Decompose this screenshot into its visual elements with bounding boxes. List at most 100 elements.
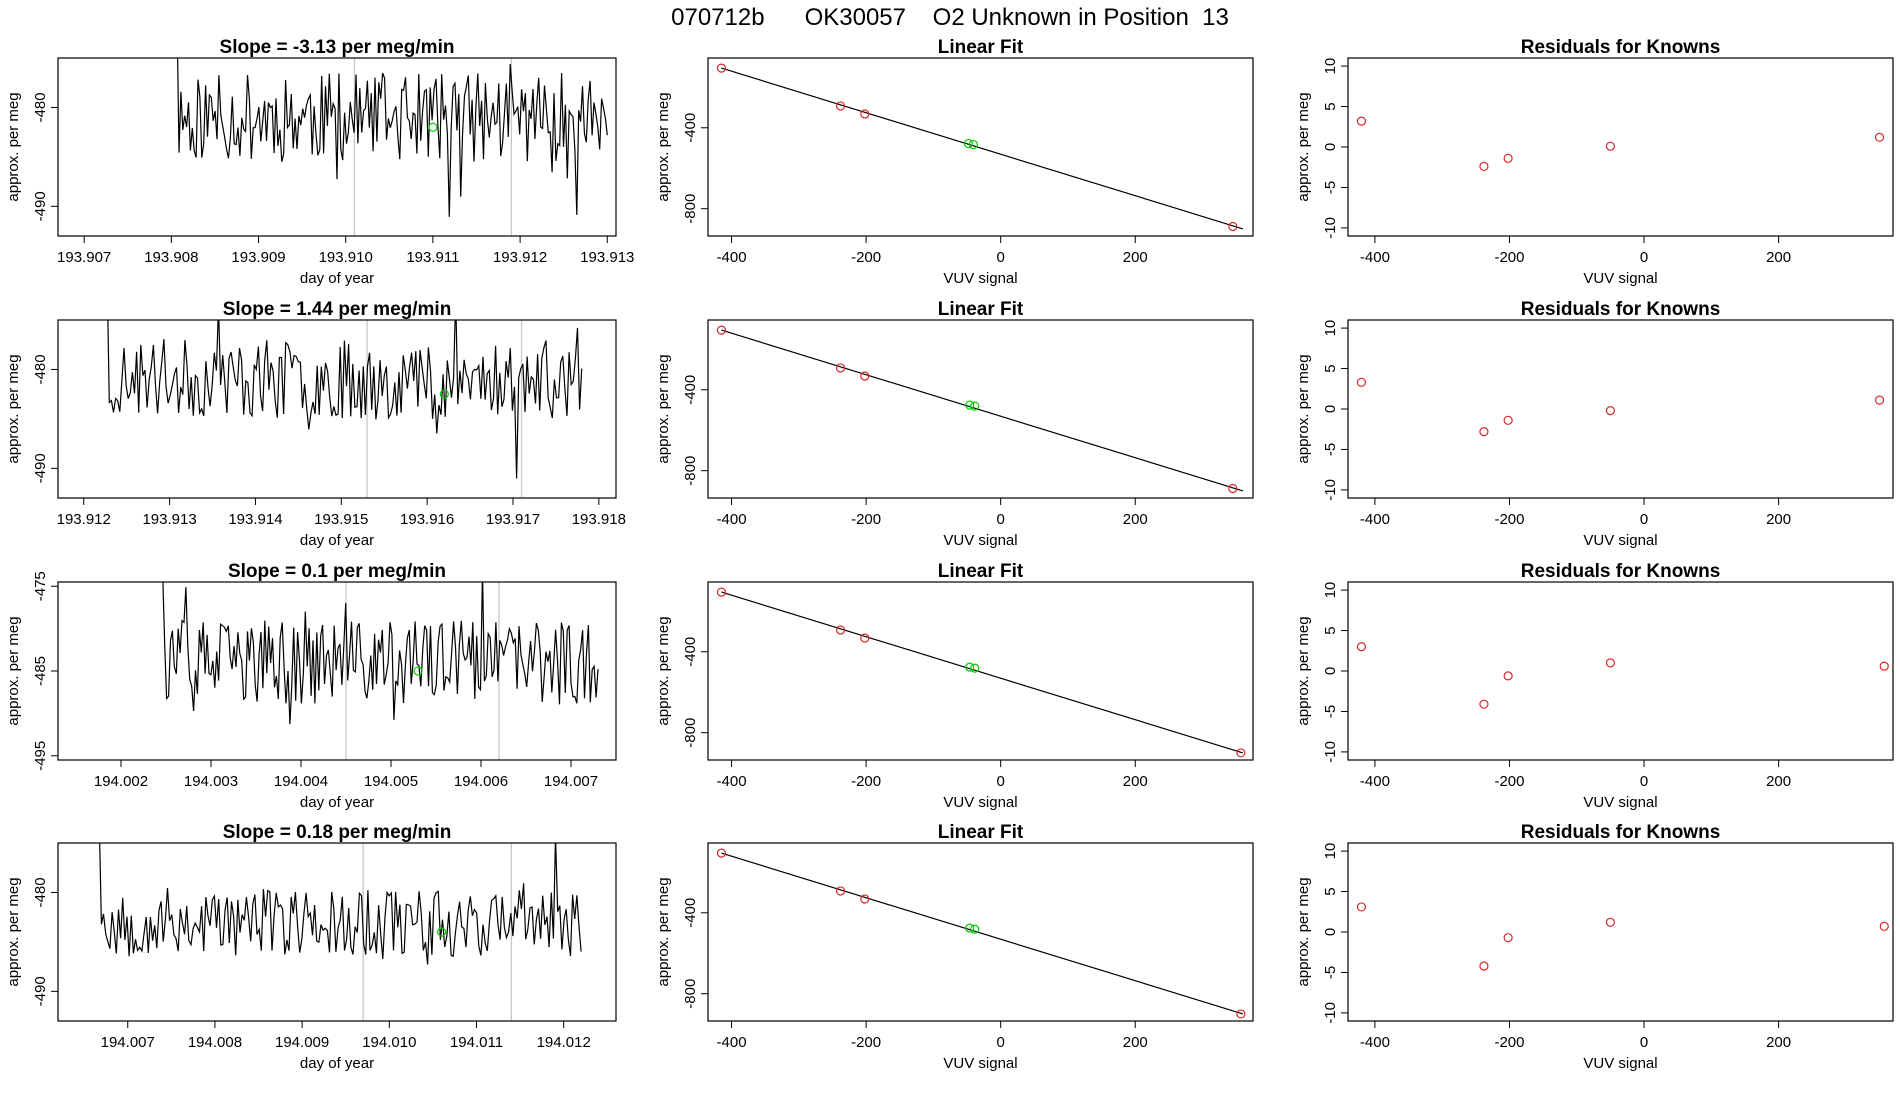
x-axis-label: day of year: [300, 794, 374, 811]
plot-data: [716, 587, 1246, 758]
y-tick-label: -5: [1322, 443, 1339, 456]
x-axis-label: day of year: [300, 532, 374, 549]
plot-data: [177, 58, 608, 236]
y-tick-label: 0: [1322, 405, 1339, 413]
x-tick-label: 193.914: [228, 511, 282, 528]
panel-4: Slope = 1.44 per meg/min day of year appro…: [5, 299, 626, 549]
y-axis-label: approx. per meg: [655, 354, 672, 463]
plot-data: [1356, 116, 1885, 172]
known-point: [1874, 395, 1885, 405]
x-tick-label: 0: [997, 773, 1005, 790]
figure-title: 070712b OK30057 O2 Unknown in Position 1…: [671, 4, 1229, 31]
unknown-point: [970, 401, 980, 411]
plot-data: [716, 325, 1244, 494]
known-point: [1228, 221, 1238, 232]
x-tick-label: -400: [1360, 511, 1390, 528]
plot-frame: [57, 57, 617, 237]
x-tick-label: -200: [851, 249, 881, 266]
y-tick-label: -490: [32, 191, 49, 221]
x-tick-label: 0: [997, 249, 1005, 266]
x-tick-label: -400: [717, 511, 747, 528]
fit-line: [721, 329, 1244, 492]
x-tick-label: 0: [1640, 773, 1648, 790]
series-line: [162, 582, 599, 725]
x-tick-label: 194.006: [454, 773, 508, 790]
x-tick-label: 194.003: [184, 773, 238, 790]
y-axis-label: approx. per meg: [5, 92, 22, 201]
plot-frame: [1347, 57, 1894, 237]
y-axis-label: approx. per meg: [5, 877, 22, 986]
y-axis-label: approx. per meg: [655, 877, 672, 986]
panel-title: Linear Fit: [938, 299, 1024, 320]
panel-7: Slope = 0.1 per meg/min day of year approx…: [5, 561, 617, 811]
x-tick-label: 200: [1123, 511, 1148, 528]
x-tick-label: -400: [717, 773, 747, 790]
y-tick-label: 10: [1322, 843, 1339, 860]
unknown-point: [963, 138, 973, 149]
plot-frame: [57, 842, 617, 1022]
x-tick-label: -200: [1494, 249, 1524, 266]
panel-title: Slope = 0.18 per meg/min: [223, 822, 452, 843]
y-tick-label: -800: [682, 456, 699, 486]
panel-9: Residuals for Knowns VUV signal approx. pe…: [1295, 561, 1894, 811]
known-point: [716, 325, 727, 335]
panel-title: Slope = 0.1 per meg/min: [228, 561, 446, 582]
panel-title: Slope = 1.44 per meg/min: [223, 299, 452, 320]
known-point: [860, 894, 870, 904]
known-point: [1236, 1009, 1246, 1019]
y-axis-label: approx. per meg: [655, 616, 672, 725]
unknown-marker: [439, 389, 449, 399]
y-tick-label: -480: [32, 354, 49, 384]
x-tick-label: 193.912: [57, 511, 111, 528]
y-tick-label: -5: [1322, 966, 1339, 979]
x-tick-label: 193.908: [144, 249, 198, 266]
y-axis-label: approx. per meg: [1295, 877, 1312, 986]
y-tick-label: -490: [32, 976, 49, 1006]
x-tick-label: 193.913: [580, 249, 634, 266]
x-tick-label: -200: [1494, 773, 1524, 790]
x-tick-label: 0: [997, 511, 1005, 528]
known-point: [1605, 658, 1616, 668]
series-line: [99, 843, 582, 965]
x-tick-label: -200: [1494, 511, 1524, 528]
fit-line: [721, 67, 1244, 230]
y-tick-label: 5: [1322, 364, 1339, 372]
x-axis-label: VUV signal: [1583, 270, 1657, 287]
x-tick-label: 0: [1640, 1034, 1648, 1051]
unknown-point: [970, 663, 980, 673]
plot-data: [716, 63, 1244, 232]
panel-3: Residuals for Knowns VUV signal approx. pe…: [1295, 37, 1894, 287]
plot-frame: [707, 581, 1254, 761]
y-axis-label: approx. per meg: [655, 92, 672, 201]
known-point: [1879, 661, 1889, 671]
unknown-point: [965, 662, 975, 672]
panel-2: Linear Fit VUV signal approx. per meg -400 -…: [655, 37, 1254, 287]
y-axis-label: approx. per meg: [1295, 354, 1312, 463]
known-point: [1503, 671, 1513, 681]
x-tick-label: 193.918: [572, 511, 626, 528]
panel-title: Residuals for Knowns: [1521, 561, 1721, 582]
y-tick-label: -485: [32, 656, 49, 686]
plot-frame: [707, 319, 1254, 499]
x-axis-label: VUV signal: [1583, 532, 1657, 549]
x-tick-label: 193.909: [231, 249, 285, 266]
x-tick-label: 194.010: [362, 1034, 416, 1051]
y-tick-label: -10: [1322, 217, 1339, 239]
x-axis-label: day of year: [300, 1055, 374, 1072]
x-tick-label: 193.911: [406, 249, 459, 266]
y-tick-label: 0: [1322, 143, 1339, 151]
unknown-point: [968, 139, 978, 150]
known-point: [1605, 141, 1616, 151]
known-point: [1479, 427, 1489, 437]
known-point: [860, 109, 870, 119]
known-point: [1605, 406, 1616, 416]
y-tick-label: -800: [682, 979, 699, 1009]
x-axis-label: day of year: [300, 270, 374, 287]
x-tick-label: 0: [1640, 249, 1648, 266]
known-point: [835, 101, 846, 111]
y-tick-label: 10: [1322, 320, 1339, 337]
known-point: [835, 886, 846, 896]
y-tick-label: -10: [1322, 741, 1339, 763]
x-tick-label: 194.012: [537, 1034, 591, 1051]
known-point: [835, 363, 846, 373]
